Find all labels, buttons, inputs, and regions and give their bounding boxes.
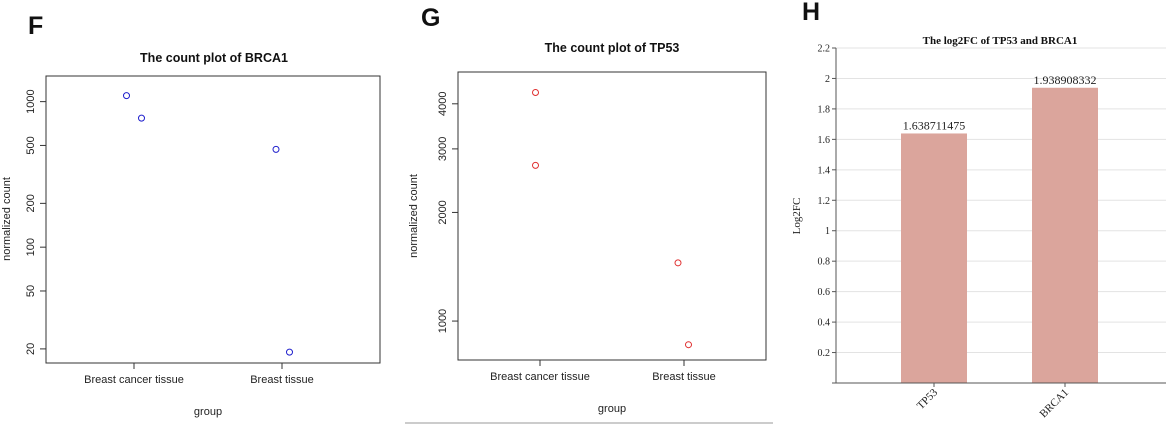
panel-f-x-label: group xyxy=(194,406,222,418)
panel-h-y-tick-label: 1 xyxy=(825,226,830,237)
panel-f-data-point xyxy=(123,92,130,100)
panel-f-x-tick-label: Breast tissue xyxy=(250,374,314,386)
panel-h-y-tick-label: 2 xyxy=(825,74,830,85)
panel-h-x-axis: TP53 BRCA1 xyxy=(915,383,1071,420)
panel-h-title: The log2FC of TP53 and BRCA1 xyxy=(923,35,1078,47)
panel-f-plot-frame xyxy=(45,75,381,364)
panel-f-data-point xyxy=(138,114,145,122)
panel-g-data-point xyxy=(532,88,539,96)
panel-g: G The count plot of TP53 1000 2000 3000 400… xyxy=(405,4,773,424)
panel-h-y-tick-label: 0.6 xyxy=(818,287,831,298)
panel-g-x-label: group xyxy=(598,403,626,415)
panel-f-title: The count plot of BRCA1 xyxy=(140,51,288,65)
panel-h-x-tick-label: TP53 xyxy=(915,386,941,412)
panel-h-bar-value-label: 1.638711475 xyxy=(903,118,966,132)
panel-h-bar-tp53 xyxy=(901,133,967,383)
panel-h-y-label: Log2FC xyxy=(791,198,803,235)
panel-g-y-tick-label: 1000 xyxy=(437,309,449,333)
panel-g-y-axis: 1000 2000 3000 4000 xyxy=(437,92,459,333)
panel-h: H The log2FC of TP53 and BRCA1 0.2 0.4 0.6… xyxy=(791,0,1166,420)
panel-h-y-tick-label: 2.2 xyxy=(818,44,831,55)
panel-g-y-tick-label: 2000 xyxy=(437,200,449,224)
panel-f-data-point xyxy=(286,348,293,356)
panel-f-points xyxy=(123,92,293,356)
panel-g-points xyxy=(532,88,692,349)
panel-g-data-point xyxy=(532,161,539,169)
panel-g-y-tick-label: 4000 xyxy=(437,92,449,116)
panel-g-title: The count plot of TP53 xyxy=(545,41,680,55)
panel-f-y-axis: 20 50 100 200 500 1000 xyxy=(25,89,47,355)
panel-h-bars: 1.638711475 1.938908332 xyxy=(901,73,1098,383)
panel-g-data-point xyxy=(685,341,692,349)
panel-f-y-tick-label: 50 xyxy=(25,285,37,297)
panel-g-data-point xyxy=(674,259,682,267)
panel-h-y-tick-label: 0.8 xyxy=(818,257,831,268)
panel-f-y-tick-label: 1000 xyxy=(25,89,37,113)
panel-h-bar-brca1 xyxy=(1032,87,1098,383)
panel-f-y-tick-label: 500 xyxy=(25,136,37,154)
panel-f-y-tick-label: 100 xyxy=(25,238,37,256)
panel-g-y-label: normalized count xyxy=(408,174,420,258)
panel-g-plot-frame xyxy=(457,71,767,361)
panel-g-y-tick-label: 3000 xyxy=(437,137,449,161)
panel-g-x-tick-label: Breast cancer tissue xyxy=(490,371,590,383)
panel-f-x-tick-label: Breast cancer tissue xyxy=(84,374,184,386)
panel-h-y-axis: 0.2 0.4 0.6 0.8 1 1.2 1.4 1.6 1.8 2 2.2 xyxy=(818,44,836,359)
panel-h-y-tick-label: 1.4 xyxy=(818,165,831,176)
panel-f-y-tick-label: 20 xyxy=(25,343,37,355)
panel-g-x-axis: Breast cancer tissue Breast tissue xyxy=(490,359,716,383)
panel-f-data-point xyxy=(272,145,280,153)
panel-f-x-axis: Breast cancer tissue Breast tissue xyxy=(84,362,314,386)
panel-h-y-tick-label: 0.2 xyxy=(818,348,831,359)
panel-h-y-tick-label: 1.2 xyxy=(818,196,831,207)
panel-h-y-tick-label: 0.4 xyxy=(818,318,831,329)
panel-f-y-tick-label: 200 xyxy=(25,194,37,212)
panel-h-bar-value-label: 1.938908332 xyxy=(1034,73,1097,87)
panel-f-letter: F xyxy=(28,12,43,40)
panel-f-y-label: normalized count xyxy=(1,177,13,261)
panel-g-x-tick-label: Breast tissue xyxy=(652,371,716,383)
panel-h-y-tick-label: 1.8 xyxy=(818,104,831,115)
panel-h-letter: H xyxy=(802,0,820,26)
panel-g-letter: G xyxy=(421,4,440,32)
panel-h-x-tick-label: BRCA1 xyxy=(1038,387,1072,421)
panel-h-y-tick-label: 1.6 xyxy=(818,135,831,146)
panel-f: F The count plot of BRCA1 20 50 100 200 500 1… xyxy=(1,12,381,418)
panel-h-gridlines xyxy=(836,47,1166,354)
